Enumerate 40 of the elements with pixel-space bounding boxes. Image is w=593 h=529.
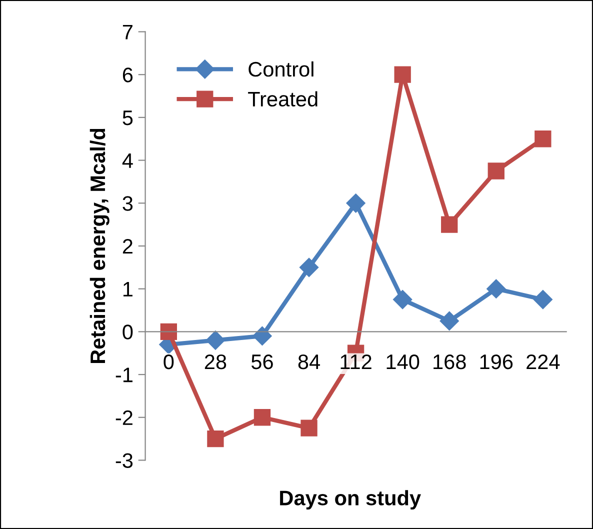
point	[252, 326, 272, 346]
x-axis-title: Days on study	[280, 490, 421, 510]
legend-label: Treated	[248, 91, 318, 107]
point	[254, 409, 271, 426]
x-tick-label: 168	[434, 354, 466, 370]
y-tick-label: 3	[122, 196, 133, 211]
point	[486, 279, 506, 298]
point	[533, 290, 552, 310]
y-tick-label: 6	[122, 68, 133, 82]
y-tick-label: -1	[116, 368, 132, 382]
x-tick-label: 196	[480, 354, 513, 370]
point	[488, 162, 504, 180]
y-tick-label: 2	[122, 238, 132, 254]
point	[394, 66, 411, 83]
y-tick-label: -3	[116, 453, 133, 468]
x-tick-label: 224	[526, 354, 560, 370]
y-tick-label: 0	[122, 324, 133, 340]
y-tick-label: 4	[122, 154, 133, 168]
x-tick-label: 56	[251, 354, 273, 370]
y-tick-label: 1	[123, 282, 132, 296]
x-tick-label: 28	[204, 354, 226, 370]
x-tick-label: 0	[164, 354, 174, 370]
point	[160, 323, 178, 340]
x-tick-label: 140	[386, 354, 420, 370]
y-tick-label: -2	[116, 410, 132, 425]
point	[299, 258, 319, 277]
y-axis-title: Retained energy, Mcal/d	[90, 128, 110, 364]
point	[207, 430, 224, 448]
point	[300, 420, 318, 436]
y-tick-label: 7	[122, 24, 132, 40]
point	[441, 216, 458, 233]
legend-label: Control	[248, 61, 314, 77]
point	[346, 194, 366, 213]
point	[393, 290, 412, 310]
x-tick-label: 84	[298, 354, 320, 370]
point	[440, 311, 459, 331]
y-tick-label: 5	[122, 110, 133, 126]
point	[534, 130, 552, 148]
point	[206, 330, 225, 350]
x-tick-label: 112	[340, 354, 372, 370]
